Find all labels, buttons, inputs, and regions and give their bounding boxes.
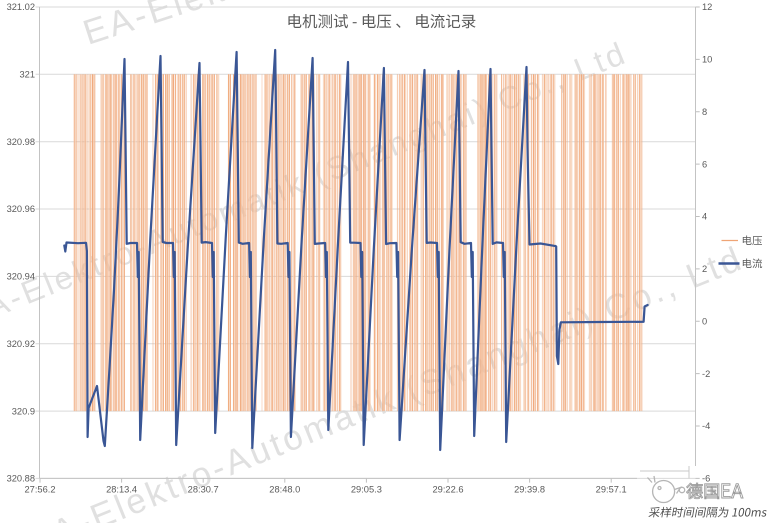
svg-text:8: 8	[702, 107, 707, 117]
svg-text:320.9: 320.9	[12, 406, 35, 416]
svg-text:2: 2	[702, 264, 707, 274]
svg-text:320.98: 320.98	[7, 137, 35, 147]
svg-text:320.94: 320.94	[7, 272, 35, 282]
svg-text:320.96: 320.96	[7, 204, 35, 214]
svg-text:321.02: 321.02	[7, 2, 35, 12]
svg-text:29:57.1: 29:57.1	[596, 485, 627, 495]
svg-text:10: 10	[702, 55, 712, 65]
svg-text:4: 4	[702, 212, 707, 222]
svg-text:28:30.7: 28:30.7	[188, 485, 219, 495]
svg-text:320.88: 320.88	[7, 474, 35, 484]
svg-text:320.92: 320.92	[7, 339, 35, 349]
svg-text:29:05.3: 29:05.3	[351, 485, 382, 495]
svg-text:28:13.4: 28:13.4	[106, 485, 137, 495]
svg-text:28:48.0: 28:48.0	[269, 485, 300, 495]
svg-text:0: 0	[702, 317, 707, 327]
svg-text:-6: -6	[702, 474, 710, 484]
svg-text:27:56.2: 27:56.2	[24, 485, 55, 495]
svg-text:321: 321	[19, 70, 35, 80]
svg-text:12: 12	[702, 2, 712, 12]
svg-text:-4: -4	[702, 421, 710, 431]
svg-text:29:39.8: 29:39.8	[514, 485, 545, 495]
svg-text:6: 6	[702, 159, 707, 169]
svg-text:-2: -2	[702, 369, 710, 379]
svg-text:29:22.6: 29:22.6	[432, 485, 463, 495]
